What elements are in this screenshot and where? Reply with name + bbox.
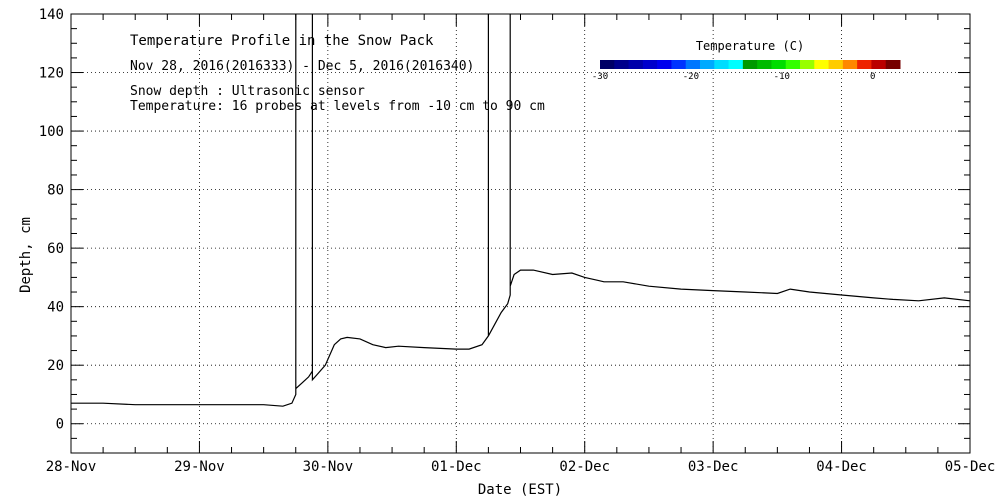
y-tick-label: 80 [47, 183, 64, 199]
colorbar-swatch [742, 60, 758, 69]
colorbar-tick-labels: -30 -20 -10 0 [592, 72, 876, 82]
tick-marks [70, 13, 971, 454]
chart-title: Temperature Profile in the Snow Pack [130, 33, 434, 49]
colorbar-swatch [857, 60, 872, 69]
y-tick-label: 140 [39, 7, 64, 23]
colorbar-swatch [628, 60, 644, 69]
colorbar-swatch [885, 60, 901, 69]
colorbar-swatch [800, 60, 815, 69]
annotation-probes: Temperature: 16 probes at levels from -1… [130, 99, 545, 114]
plot-frame [70, 13, 971, 454]
colorbar-swatch [685, 60, 701, 69]
x-tick-label: 28-Nov [46, 459, 97, 475]
x-tick-labels: 28-Nov 29-Nov 30-Nov 01-Dec 02-Dec 03-Dec 04-D… [46, 459, 996, 475]
colorbar-swatch [600, 60, 615, 69]
annotation-sensor: Snow depth : Ultrasonic sensor [130, 84, 365, 99]
x-tick-label: 01-Dec [431, 459, 482, 475]
colorbar-swatch [614, 60, 630, 69]
colorbar-tick-label: -20 [683, 72, 699, 82]
colorbar-swatch [700, 60, 715, 69]
x-axis-title: Date (EST) [478, 482, 562, 498]
colorbar-swatch [657, 60, 672, 69]
x-tick-label: 05-Dec [945, 459, 996, 475]
chart-subtitle: Nov 28, 2016(2016333) - Dec 5, 2016(2016… [130, 59, 474, 74]
colorbar-swatch [785, 60, 801, 69]
x-tick-label: 04-Dec [816, 459, 867, 475]
y-tick-label: 20 [47, 358, 64, 374]
y-tick-label: 40 [47, 300, 64, 316]
colorbar-swatch [771, 60, 787, 69]
temperature-colorbar: Temperature (C) -30 -20 -10 0 [592, 39, 901, 82]
colorbar-swatch [828, 60, 844, 69]
grid-lines [71, 14, 970, 453]
y-tick-labels: 0 20 40 60 80 100 120 140 [39, 7, 64, 433]
colorbar-swatches [600, 60, 901, 69]
colorbar-tick-label: -30 [592, 72, 608, 82]
y-tick-label: 60 [47, 241, 64, 257]
colorbar-tick-label: 0 [870, 72, 875, 82]
x-tick-label: 29-Nov [174, 459, 225, 475]
colorbar-title: Temperature (C) [696, 39, 804, 53]
x-tick-label: 03-Dec [688, 459, 739, 475]
colorbar-swatch [671, 60, 687, 69]
colorbar-swatch [814, 60, 830, 69]
series-layer [71, 14, 971, 407]
colorbar-swatch [871, 60, 887, 69]
colorbar-swatch [642, 60, 658, 69]
y-tick-label: 0 [56, 417, 64, 433]
y-axis-title: Depth, cm [18, 217, 34, 293]
colorbar-swatch [757, 60, 772, 69]
x-tick-label: 02-Dec [559, 459, 610, 475]
colorbar-tick-label: -10 [774, 72, 790, 82]
y-tick-label: 100 [39, 124, 64, 140]
colorbar-swatch [842, 60, 858, 69]
snow-depth-line [71, 14, 971, 407]
colorbar-swatch [728, 60, 744, 69]
x-tick-label: 30-Nov [303, 459, 354, 475]
colorbar-swatch [714, 60, 730, 69]
y-tick-label: 120 [39, 66, 64, 82]
